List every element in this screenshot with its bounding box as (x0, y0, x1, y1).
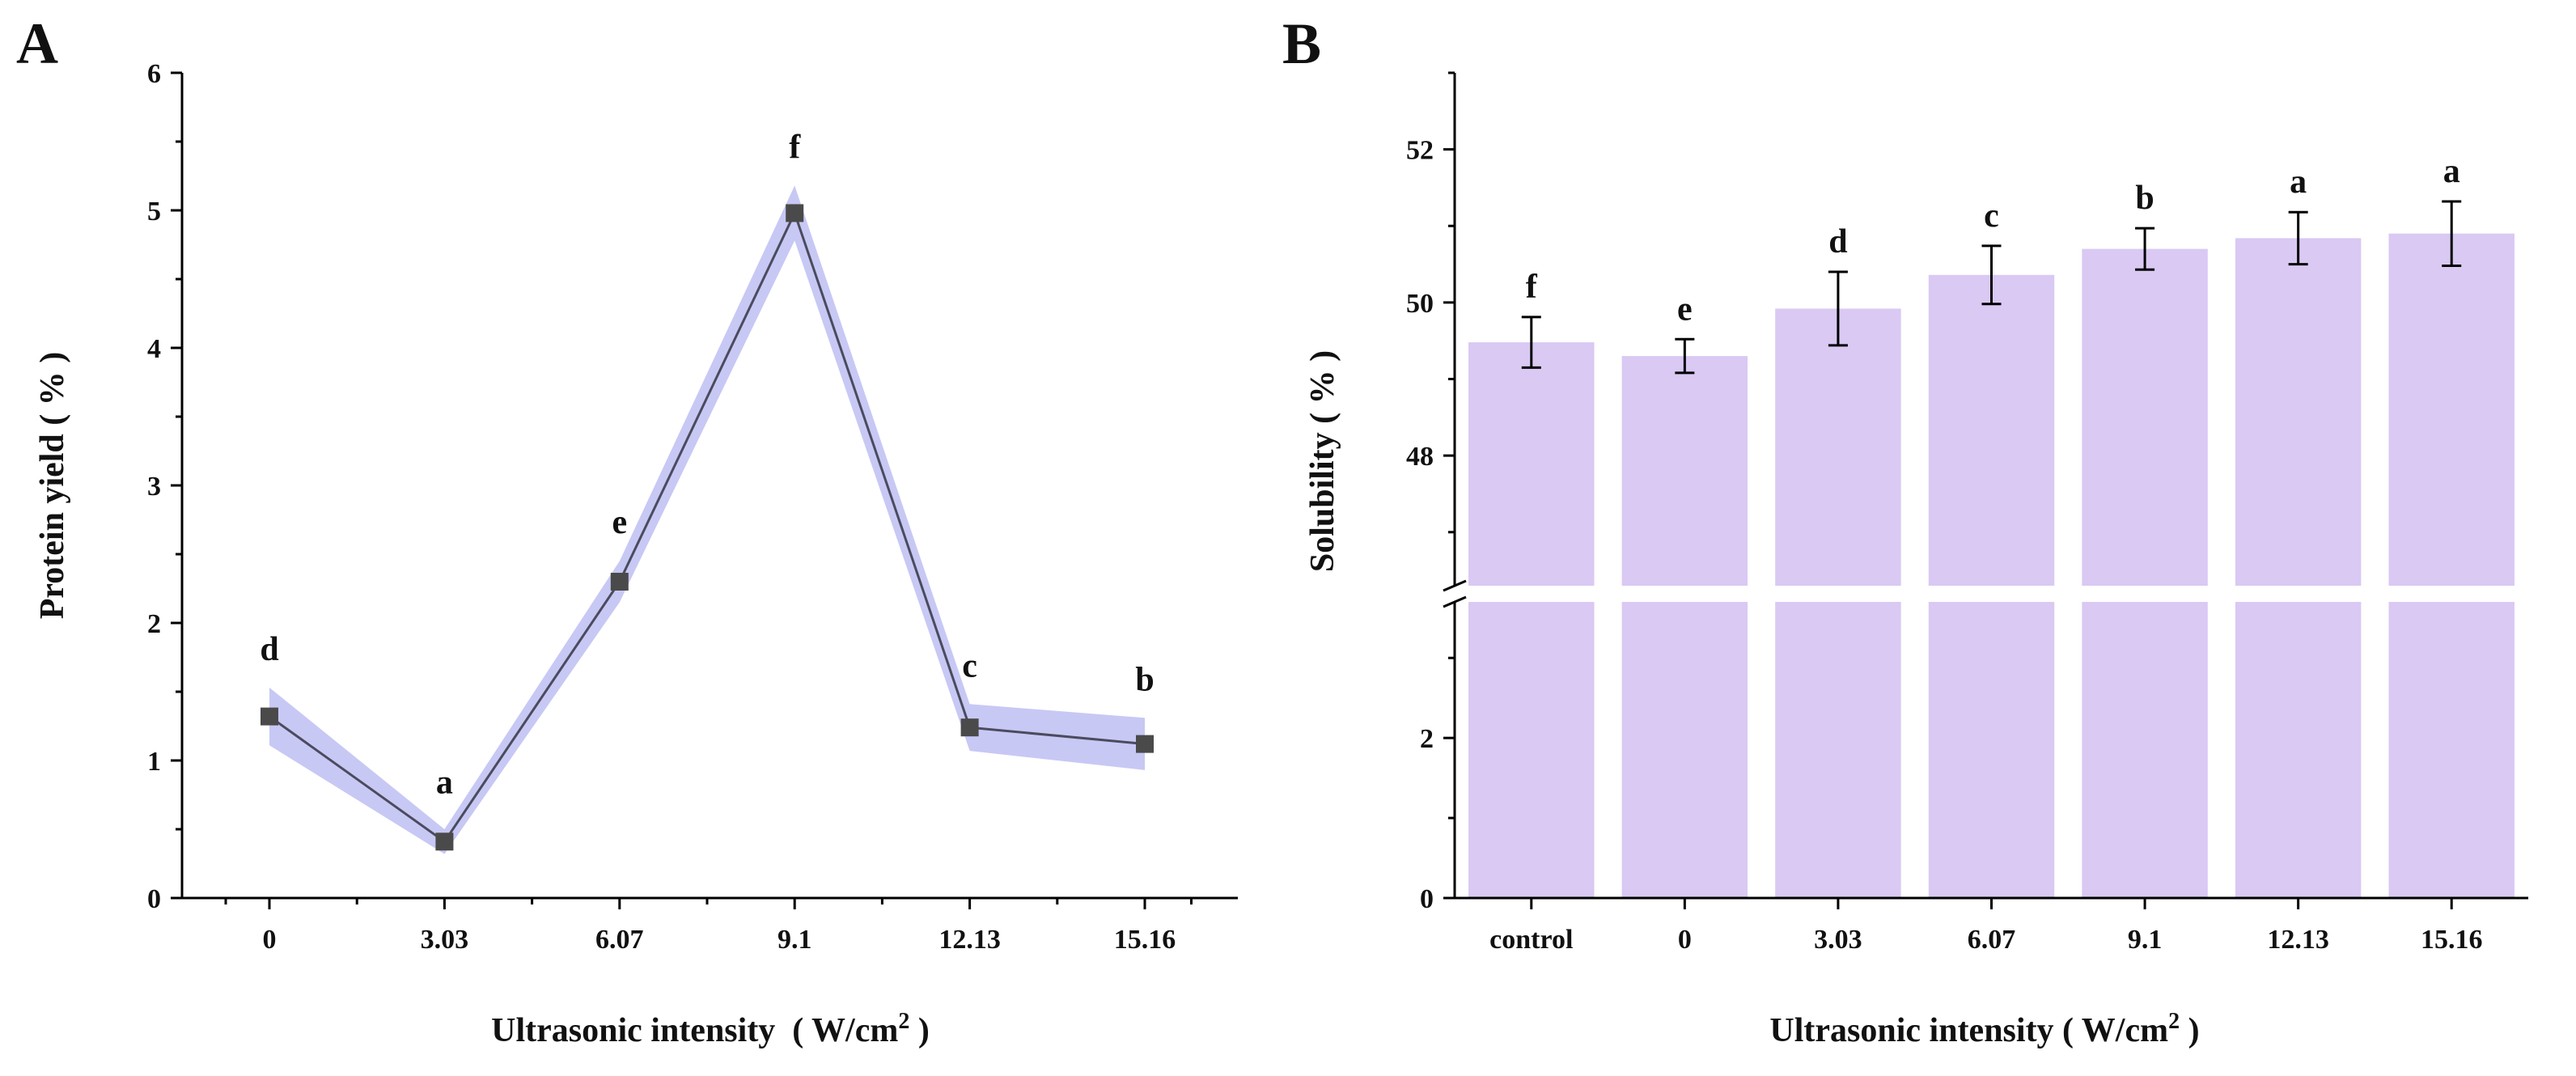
panel-b-bar-lower (1468, 602, 1595, 898)
panel-b-letter: f (1526, 269, 1538, 306)
panel-a-series-line (269, 210, 1146, 844)
panel-a-x-tick-label: 6.07 (595, 925, 644, 955)
panel-b-x-tick-label: 3.03 (1814, 925, 1862, 955)
panel-b-error-bars (1521, 200, 2462, 375)
panel-a-y-tick-label: 1 (147, 747, 161, 777)
panel-a-markers (261, 204, 1154, 851)
panel-b-x-tick-label: 9.1 (2128, 925, 2163, 955)
panel-a-x-tick-label: 15.16 (1114, 925, 1176, 955)
panel-a-letter: e (612, 504, 627, 541)
panel-b-axis-break-mark (1443, 595, 1467, 608)
panel-a-chart: A 0 1 2 3 4 5 6 0 3.03 6.07 9.1 12.13 15.16 d a e f c b P… (16, 11, 1238, 1049)
panel-a-x-tick-label: 0 (263, 925, 277, 955)
panel-b-label: B (1282, 11, 1321, 76)
panel-b-bar-upper (2235, 238, 2362, 586)
panel-a-significance-letters: d a e f c b (260, 129, 1154, 801)
panel-b-bar-lower (2388, 602, 2515, 898)
panel-a-y-tick-label: 6 (147, 59, 161, 89)
panel-b-x-tick-label: 12.13 (2267, 925, 2329, 955)
panel-b-y-tick-label: 48 (1406, 442, 1434, 472)
panel-a-data-point (435, 832, 454, 851)
panel-a-letter: c (962, 647, 977, 684)
panel-b-letter: b (2135, 180, 2154, 217)
panel-a-y-tick-label: 2 (147, 609, 161, 639)
panel-b-y-tick-label: 2 (1420, 724, 1434, 754)
panel-b-x-tick-label: 15.16 (2421, 925, 2483, 955)
panel-b-y-tick-label: 52 (1406, 136, 1434, 166)
panel-b-bar-upper (2082, 248, 2208, 586)
panel-b-x-tick-label: 6.07 (1968, 925, 2016, 955)
panel-b-x-tick-label: 0 (1678, 925, 1692, 955)
panel-b-bars (1468, 233, 2515, 898)
panel-b-bar-lower (1775, 602, 1901, 898)
panel-b-bar-lower (2235, 602, 2362, 898)
panel-a-label: A (16, 11, 58, 76)
panel-b-bar-upper (1928, 274, 2055, 586)
panel-a-data-point (610, 573, 629, 591)
panel-a-x-tick-label: 3.03 (421, 925, 469, 955)
panel-a-data-point (1136, 735, 1154, 753)
panel-b-bar-lower (1621, 602, 1748, 898)
panel-a-axes: 0 1 2 3 4 5 6 0 3.03 6.07 9.1 12.13 15.16 (147, 59, 1238, 955)
panel-b-y-tick-label: 0 (1420, 884, 1434, 914)
panel-b-y-axis-label: Solubility ( % ) (1304, 350, 1341, 572)
panel-a-line-path (269, 210, 1146, 844)
panel-b-x-axis-label: Ultrasonic intensity ( W/cm2 ) (1769, 1009, 2199, 1049)
panel-a-y-tick-label: 5 (147, 197, 161, 227)
panel-b-bar-upper (1621, 356, 1748, 586)
panel-a-data-point (786, 204, 804, 222)
panel-a-error-band (269, 185, 1145, 854)
panel-a-letter: b (1135, 661, 1154, 698)
panel-b-significance-letters: f e d c b a a (1526, 153, 2460, 328)
panel-b-bar-upper (1775, 308, 1901, 586)
panel-a-y-tick-label: 0 (147, 884, 161, 914)
panel-a-data-point (261, 707, 278, 726)
panel-a-y-tick-label: 4 (147, 334, 161, 364)
panel-b-y-tick-label: 50 (1406, 289, 1434, 319)
panel-a-band-area (269, 185, 1145, 854)
panel-b-letter: e (1677, 290, 1693, 328)
panel-b-letter: a (2290, 163, 2307, 201)
panel-a-y-axis-label: Protein yield ( % ) (34, 352, 71, 620)
panel-b-letter: d (1828, 223, 1847, 261)
panel-a-y-tick-label: 3 (147, 472, 161, 502)
panel-a-x-tick-label: 12.13 (938, 925, 1001, 955)
panel-b-axes: 48 50 52 0 2 control 0 3.03 6.07 9.1 12.13 15.16 (1406, 71, 2528, 955)
panel-a-letter: f (789, 129, 801, 166)
panel-a-x-tick-label: 9.1 (777, 925, 812, 955)
panel-b-bar-lower (2082, 602, 2208, 898)
panel-a-letter: a (436, 764, 453, 801)
panel-b-bar-upper (1468, 342, 1595, 586)
panel-a-x-axis-label: Ultrasonic intensity ( W/cm2 ) (491, 1009, 930, 1049)
panel-b-bar-upper (2388, 233, 2515, 586)
panel-b-x-tick-label: control (1489, 925, 1573, 955)
panel-b-axis-break-mark (1443, 579, 1467, 592)
panel-b-bar-lower (1928, 602, 2055, 898)
panel-a-letter: d (260, 631, 278, 668)
panel-b-letter: a (2443, 153, 2460, 190)
panel-a-data-point (960, 718, 979, 737)
panel-b-letter: c (1984, 197, 1999, 235)
